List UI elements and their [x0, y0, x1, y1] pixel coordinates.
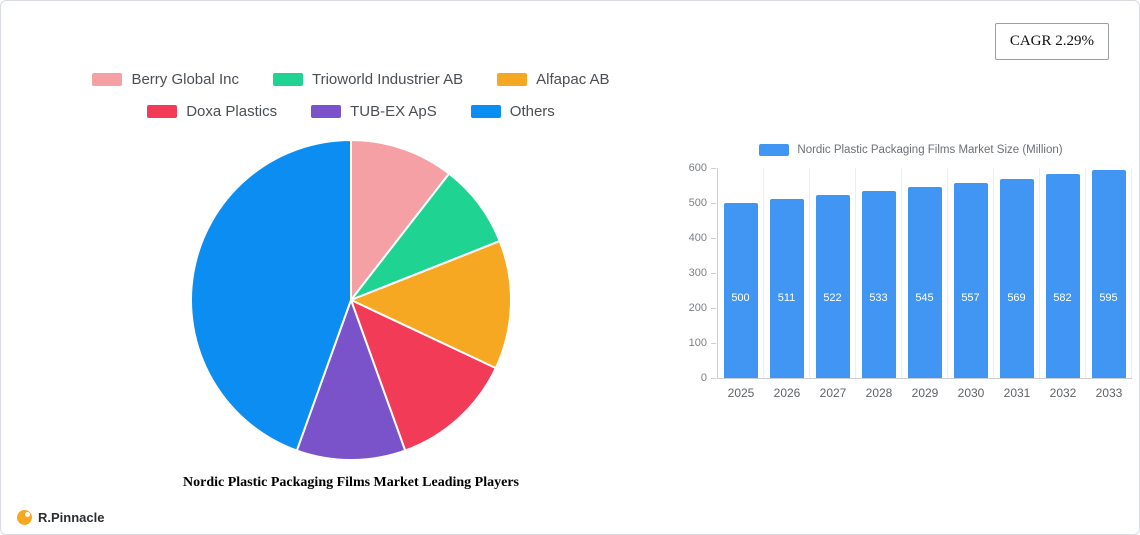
pie-slice-tub-ex-aps [295, 299, 407, 461]
bar-plot-wrap: 0 100 200 300 400 500 600 500 511 522 533 545 557 56… [687, 162, 1135, 384]
legend-swatch [147, 105, 178, 118]
bar-2027: 522 [815, 195, 850, 378]
legend-item-alfapac-ab[interactable]: Alfapac AB [497, 71, 610, 88]
x-axis-tick-label: 2027 [819, 386, 847, 400]
bar-cell-2030: 557 [948, 168, 994, 378]
pie-chart [190, 139, 512, 461]
bar-value-label: 522 [823, 292, 842, 304]
x-axis-tick-label: 2032 [1049, 386, 1077, 400]
legend-swatch [470, 105, 501, 118]
legend-label: Trioworld Industrier AB [311, 71, 464, 88]
x-axis-tick-label: 2031 [1003, 386, 1031, 400]
bar-2028: 533 [861, 191, 896, 378]
legend-label: Alfapac AB [536, 71, 610, 88]
bar-cell-2026: 511 [764, 168, 810, 378]
pie-slice-berry-global-inc [350, 139, 451, 301]
x-axis-tick-label: 2026 [773, 386, 801, 400]
bar-chart-section: Nordic Plastic Packaging Films Market Si… [687, 144, 1135, 400]
legend-swatch [497, 73, 528, 86]
legend-item-tub-ex-aps[interactable]: TUB-EX ApS [311, 103, 437, 120]
brand: R.Pinnacle [17, 510, 104, 525]
bar-legend-label: Nordic Plastic Packaging Films Market Si… [797, 144, 1063, 156]
bar-cell-2025: 500 [718, 168, 764, 378]
y-axis-tick-label: 500 [688, 197, 717, 209]
brand-name: R.Pinnacle [38, 510, 105, 525]
pie-slice-trioworld-industrier-ab [350, 172, 501, 301]
legend-swatch [311, 105, 342, 118]
y-axis: 0 100 200 300 400 500 600 [687, 162, 717, 384]
legend-swatch [92, 73, 123, 86]
bar-cell-2027: 522 [810, 168, 856, 378]
y-axis-tick-label: 0 [700, 372, 717, 384]
bar-cell-2032: 582 [1040, 168, 1086, 378]
pie-slice-alfapac-ab [350, 240, 512, 370]
y-axis-tick-label: 600 [688, 162, 717, 174]
bar-value-label: 557 [961, 292, 980, 304]
legend-label: TUB-EX ApS [350, 103, 437, 120]
bar-2029: 545 [907, 187, 942, 378]
bar-cell-2031: 569 [994, 168, 1040, 378]
bar-value-label: 582 [1053, 292, 1072, 304]
bar-legend[interactable]: Nordic Plastic Packaging Films Market Si… [687, 144, 1135, 156]
bar-cell-2028: 533 [856, 168, 902, 378]
bar-legend-swatch [759, 144, 790, 156]
legend-label: Doxa Plastics [186, 103, 278, 120]
x-axis-tick-label: 2025 [727, 386, 755, 400]
bar-2033: 595 [1091, 169, 1126, 378]
pie-chart-title: Nordic Plastic Packaging Films Market Le… [183, 475, 519, 490]
legend-swatch [272, 73, 303, 86]
bar-value-label: 511 [777, 292, 796, 304]
pie-chart-section: Berry Global Inc Trioworld Industrier AB A… [56, 71, 646, 491]
legend-item-doxa-plastics[interactable]: Doxa Plastics [147, 103, 277, 120]
bar-value-label: 569 [1007, 292, 1026, 304]
bar-value-label: 533 [869, 292, 888, 304]
bar-value-label: 500 [731, 292, 750, 304]
bar-plot: 500 511 522 533 545 557 569 582 595 [717, 168, 1132, 379]
pie-legend: Berry Global Inc Trioworld Industrier AB A… [56, 71, 646, 120]
bar-cell-2033: 595 [1086, 168, 1132, 378]
x-axis-tick-label: 2033 [1095, 386, 1123, 400]
x-axis-tick-label: 2030 [957, 386, 985, 400]
y-axis-tick-label: 200 [688, 302, 717, 314]
pie-legend-row: Doxa Plastics TUB-EX ApS Others [56, 103, 646, 120]
bar-2031: 569 [999, 178, 1034, 378]
legend-label: Berry Global Inc [131, 71, 239, 88]
y-axis-tick-label: 400 [688, 232, 717, 244]
bar-value-label: 595 [1099, 292, 1118, 304]
x-axis-tick-label: 2029 [911, 386, 939, 400]
bar-2026: 511 [769, 199, 804, 378]
pie-slice-doxa-plastics [350, 299, 497, 452]
x-axis: 2025 2026 2027 2028 2029 2030 2031 2032 2033 [718, 379, 1135, 400]
pie-wrap [56, 135, 646, 465]
cagr-badge: CAGR 2.29% [994, 23, 1109, 60]
pie-legend-row: Berry Global Inc Trioworld Industrier AB A… [56, 71, 646, 88]
brand-logo-icon [17, 510, 32, 525]
pie-slice-others [190, 139, 352, 452]
y-axis-tick-label: 300 [688, 267, 717, 279]
bar-2032: 582 [1045, 174, 1080, 378]
legend-item-others[interactable]: Others [470, 103, 555, 120]
legend-item-trioworld-industrier-ab[interactable]: Trioworld Industrier AB [272, 71, 464, 88]
bar-2025: 500 [723, 203, 758, 378]
legend-label: Others [509, 103, 555, 120]
bar-value-label: 545 [915, 292, 934, 304]
x-axis-tick-label: 2028 [865, 386, 893, 400]
bar-cell-2029: 545 [902, 168, 948, 378]
bar-2030: 557 [953, 183, 988, 378]
y-axis-tick-label: 100 [688, 337, 717, 349]
legend-item-berry-global-inc[interactable]: Berry Global Inc [92, 71, 239, 88]
